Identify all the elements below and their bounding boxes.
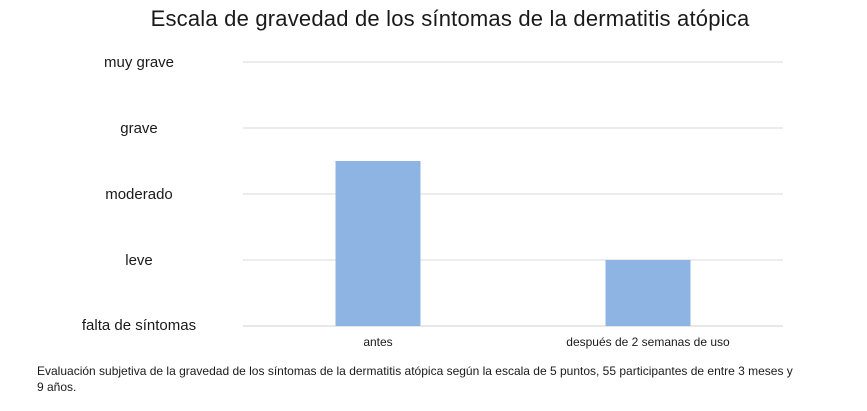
chart-caption: Evaluación subjetiva de la gravedad de l… (37, 364, 793, 394)
y-tick-label: falta de síntomas (82, 317, 196, 334)
x-tick-label: después de 2 semanas de uso (566, 335, 730, 349)
x-tick-label: antes (363, 335, 392, 349)
bar (605, 260, 691, 326)
y-tick-label: moderado (105, 186, 173, 203)
x-axis-tick-labels: antes después de 2 semanas de uso (363, 335, 730, 349)
chart-title: Escala de gravedad de los síntomas de la… (150, 6, 750, 31)
gridlines (243, 61, 783, 327)
y-axis-tick-labels: falta de síntomas leve moderado grave muy gr… (82, 54, 196, 334)
y-tick-label: muy grave (104, 54, 174, 71)
y-tick-label: grave (120, 120, 158, 137)
bar-chart: falta de síntomas leve moderado grave muy gr… (82, 54, 783, 349)
y-tick-label: leve (125, 252, 153, 269)
bars (335, 161, 691, 326)
bar (335, 161, 421, 326)
